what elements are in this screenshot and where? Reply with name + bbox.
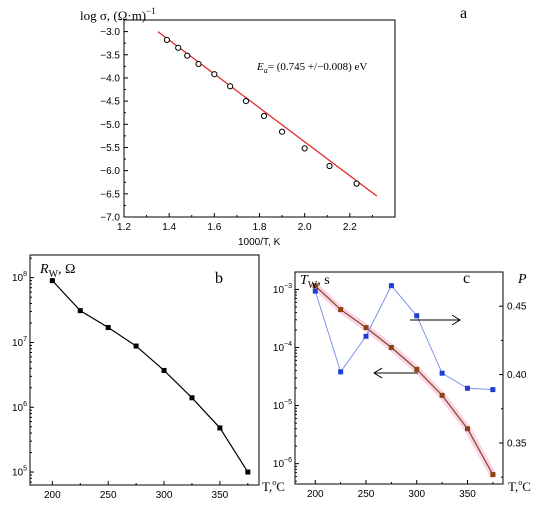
ylabel-b: RW, Ω xyxy=(39,262,75,280)
data-point-b xyxy=(161,367,167,373)
y-tick-label-c: 10−4 xyxy=(273,341,292,354)
data-point-b xyxy=(245,469,251,475)
data-point-p xyxy=(388,283,394,289)
x-tick-label-b: 300 xyxy=(156,490,173,501)
series-line-tw xyxy=(314,285,494,475)
data-point-a xyxy=(353,180,360,187)
x-tick-label-c: 250 xyxy=(358,489,375,500)
y-tick-label-c: 10−3 xyxy=(273,283,292,296)
plot-frame-b xyxy=(29,254,260,486)
panel-letter-b: b xyxy=(215,270,223,287)
data-point-p xyxy=(312,288,318,294)
data-point-b xyxy=(105,325,111,331)
series-line-p xyxy=(314,284,493,391)
data-point-a xyxy=(326,162,333,170)
data-point-p xyxy=(490,387,496,393)
data-point-a xyxy=(301,145,308,152)
y-tick-label-c: 10−5 xyxy=(273,399,292,412)
y-tick-label-a: −4.5 xyxy=(100,97,120,108)
y-tick-label-a: −7.0 xyxy=(100,213,120,224)
x-tick-label-a: 1.4 xyxy=(162,222,176,233)
data-point-p xyxy=(464,385,470,391)
ylabel-c: TW, s xyxy=(300,273,330,291)
data-point-a xyxy=(175,44,182,51)
x-tick-label-b: 350 xyxy=(212,490,229,501)
data-point-p xyxy=(439,370,445,376)
data-point-tw xyxy=(363,325,369,331)
data-point-a xyxy=(211,71,218,78)
series-halo-tw xyxy=(311,282,497,479)
y2-tick-label-c: 0.35 xyxy=(507,438,527,449)
data-point-tw xyxy=(490,472,496,478)
series-line-b xyxy=(51,280,249,473)
y-tick-label-b: 106 xyxy=(12,401,27,414)
y2-tick-label-c: 0.45 xyxy=(507,302,527,313)
x-tick-label-a: 1.2 xyxy=(117,222,131,233)
x-tick-label-b: 250 xyxy=(100,490,117,501)
y2label-c: P xyxy=(517,272,527,287)
arrow-right-to-P-axis xyxy=(410,314,461,326)
plot-frame-c xyxy=(294,271,504,485)
y-tick-label-a: −6.0 xyxy=(100,166,120,177)
panel-letter-c: c xyxy=(463,270,470,287)
xlabel-c: T,oC xyxy=(508,478,531,494)
panel-a: 1.2 1.4 1.6 1.8 2.0 2.2 −3.0 −3.5 −4.0 −4.5 −5.0 −5… xyxy=(80,5,467,248)
data-point-b xyxy=(189,395,195,401)
data-point-p xyxy=(338,369,344,375)
xlabel-a: 1000/T, K xyxy=(238,237,281,248)
data-point-a xyxy=(184,52,191,59)
x-tick-label-c: 200 xyxy=(307,489,324,500)
annotation-a: Ea= (0.745 +/−0.008) eV xyxy=(256,61,367,75)
y-tick-label-b: 108 xyxy=(12,271,27,284)
x-tick-label-a: 2.2 xyxy=(343,222,357,233)
x-tick-label-c: 300 xyxy=(408,489,425,500)
data-point-b xyxy=(77,308,83,314)
data-point-a xyxy=(260,112,268,120)
ylabel-a: log σ, (Ω·m)−1 xyxy=(80,6,156,23)
data-point-a xyxy=(278,128,286,135)
y2-tick-label-c: 0.40 xyxy=(507,370,527,381)
y-tick-label-a: −6.5 xyxy=(100,189,120,200)
x-tick-label-a: 1.8 xyxy=(253,222,267,233)
y-tick-label-a: −5.0 xyxy=(100,120,120,131)
y-tick-label-c: 10−6 xyxy=(273,457,292,470)
y-tick-label-b: 105 xyxy=(12,466,27,479)
panel-c: 200 250 300 350 10−3 10−4 10−5 10−6 0.45 0.40 0.35… xyxy=(273,270,531,500)
data-point-tw xyxy=(464,426,470,432)
data-point-tw xyxy=(414,366,420,372)
data-point-a xyxy=(195,60,202,68)
data-point-tw xyxy=(338,307,344,313)
xlabel-b-text: T,oC xyxy=(262,478,285,494)
x-tick-label-b: 200 xyxy=(44,490,61,501)
x-tick-label-a: 2.0 xyxy=(298,222,312,233)
arrow-left-to-TW-axis xyxy=(373,367,418,379)
data-point-tw xyxy=(388,345,394,351)
y-tick-label-a: −5.5 xyxy=(100,143,120,154)
data-point-a xyxy=(227,83,234,90)
y-tick-label-a: −3.5 xyxy=(100,50,120,61)
data-point-p xyxy=(363,333,369,339)
x-tick-label-a: 1.6 xyxy=(207,222,221,233)
y-tick-label-a: −4.0 xyxy=(100,73,120,84)
y-tick-label-a: −3.0 xyxy=(100,27,120,38)
data-point-b xyxy=(217,425,223,431)
data-point-tw xyxy=(312,283,318,289)
data-point-b xyxy=(49,278,55,284)
data-point-tw xyxy=(439,392,445,398)
data-point-a xyxy=(242,98,250,105)
x-tick-label-c: 350 xyxy=(459,489,476,500)
panel-letter-a: a xyxy=(460,5,467,22)
fit-line-a xyxy=(157,31,378,197)
y-tick-label-b: 107 xyxy=(12,336,27,349)
data-point-a xyxy=(163,36,171,44)
plot-frame-a xyxy=(123,19,396,218)
data-point-p xyxy=(414,313,420,319)
data-point-b xyxy=(133,343,139,349)
